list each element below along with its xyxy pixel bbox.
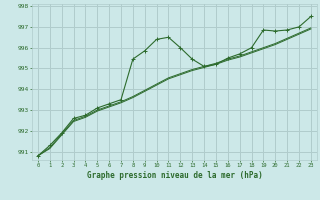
X-axis label: Graphe pression niveau de la mer (hPa): Graphe pression niveau de la mer (hPa)	[86, 171, 262, 180]
